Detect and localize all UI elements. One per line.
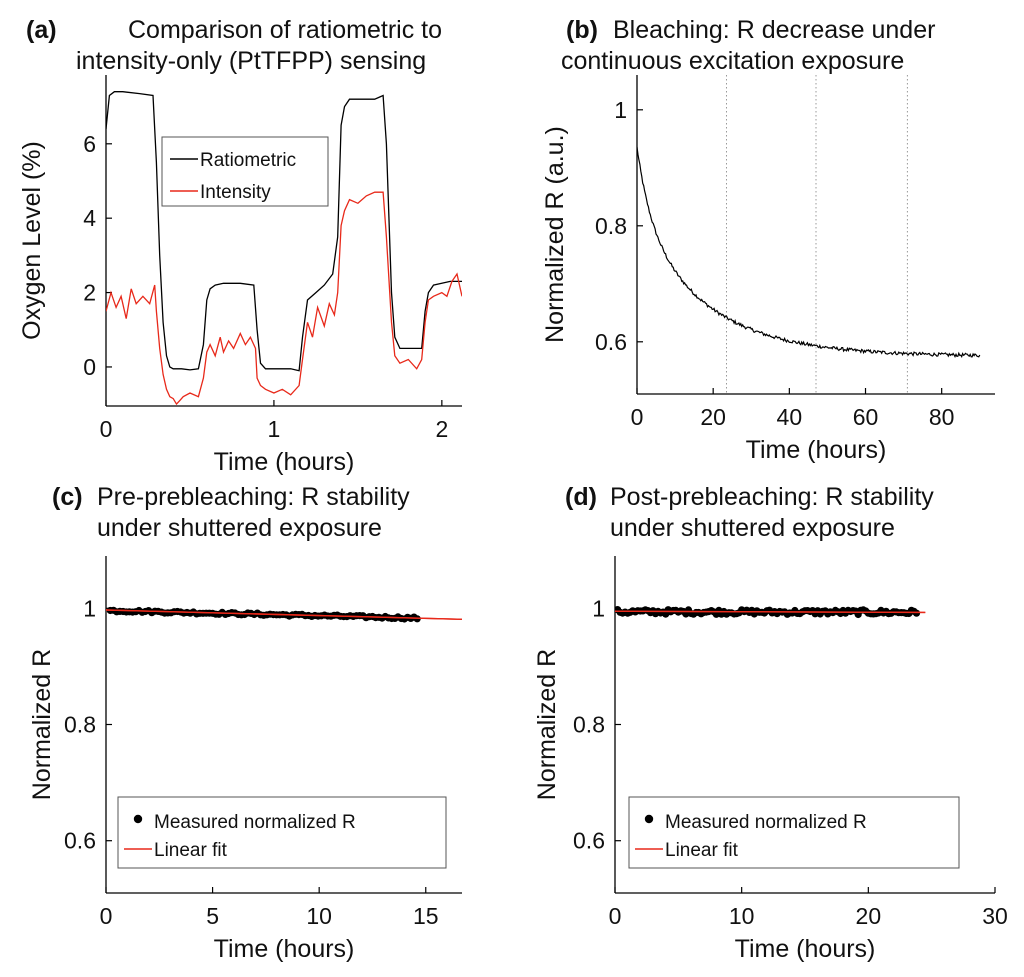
x-axis-label: Time (hours)	[214, 448, 355, 476]
y-tick-label: 0.8	[595, 213, 627, 239]
y-tick-label: 0.8	[64, 712, 96, 738]
x-tick-label: 0	[100, 416, 113, 442]
legend-marker	[644, 814, 654, 824]
y-axis-label: Normalized R	[28, 649, 56, 800]
x-tick-label: 10	[306, 903, 332, 929]
y-tick-label: 6	[83, 131, 96, 157]
y-axis-label: Normalized R (a.u.)	[541, 126, 569, 343]
plot-area	[615, 606, 926, 619]
chart-title-line-1: Post-prebleaching: R stability	[610, 483, 934, 511]
legend-label: Linear fit	[665, 840, 739, 861]
y-tick-label: 0	[83, 354, 96, 380]
x-axis-label: Time (hours)	[746, 436, 887, 464]
plot-area	[106, 606, 462, 623]
panel-label: (b)	[566, 16, 598, 44]
y-tick-label: 0.6	[573, 828, 605, 854]
x-tick-label: 10	[729, 903, 755, 929]
chart-title-line-2: under shuttered exposure	[610, 514, 895, 542]
legend: Ratiometric Intensity	[161, 136, 329, 207]
legend-box	[161, 136, 329, 207]
x-tick-label: 0	[609, 903, 622, 929]
y-tick-label: 0.6	[595, 329, 627, 355]
x-tick-label: 80	[929, 404, 955, 430]
x-tick-label: 1	[268, 416, 281, 442]
chart-title-line-2: under shuttered exposure	[97, 514, 382, 542]
data-point	[912, 609, 921, 617]
y-tick-label: 1	[614, 97, 627, 123]
x-tick-label: 0	[631, 404, 644, 430]
y-tick-label: 0.6	[64, 828, 96, 854]
legend: Measured normalized R Linear fit	[117, 796, 447, 869]
chart-title-line-1: Bleaching: R decrease under	[613, 16, 935, 44]
legend-label: Ratiometric	[200, 150, 296, 171]
legend-label: Measured normalized R	[154, 812, 356, 833]
x-tick-label: 30	[982, 903, 1008, 929]
y-tick-label: 2	[83, 280, 96, 306]
y-tick-label: 1	[83, 595, 96, 621]
legend: Measured normalized R Linear fit	[628, 796, 960, 869]
series-line-normalized-r	[637, 146, 981, 358]
y-tick-label: 1	[592, 595, 605, 621]
series-line-linear-fit-overlay	[615, 610, 926, 614]
panel-label: (c)	[52, 483, 83, 511]
legend-marker	[133, 814, 143, 824]
x-axis-label: Time (hours)	[214, 935, 355, 963]
chart-title-line-2: intensity-only (PtTFPP) sensing	[76, 47, 426, 75]
series-line-linear-fit-overlay	[106, 609, 462, 620]
x-tick-label: 2	[435, 416, 448, 442]
x-tick-label: 20	[856, 903, 882, 929]
chart-title-line-1: Pre-prebleaching: R stability	[97, 483, 410, 511]
legend-box	[628, 796, 960, 869]
x-tick-label: 5	[206, 903, 219, 929]
plot-area	[106, 91, 462, 406]
legend-label: Linear fit	[154, 840, 228, 861]
panel-d: (d) Post-prebleaching: R stability under s…	[533, 483, 1008, 963]
y-tick-label: 0.8	[573, 712, 605, 738]
y-tick-label: 4	[83, 205, 96, 231]
y-axis-label: Oxygen Level (%)	[18, 141, 46, 340]
legend-label: Measured normalized R	[665, 812, 867, 833]
series-line-ratiometric	[106, 91, 462, 372]
x-tick-label: 0	[100, 903, 113, 929]
y-axis-label: Normalized R	[533, 649, 561, 800]
chart-title-line-2: continuous excitation exposure	[561, 47, 904, 75]
panel-label: (d)	[565, 483, 597, 511]
panel-a: (a) Comparison of ratiometric to intensity…	[18, 16, 462, 476]
x-tick-label: 40	[777, 404, 803, 430]
x-tick-label: 15	[413, 903, 439, 929]
legend-label: Intensity	[200, 182, 271, 203]
panel-b: (b) Bleaching: R decrease under continuous…	[541, 16, 995, 464]
series-line-intensity	[106, 191, 462, 406]
x-tick-label: 60	[853, 404, 879, 430]
x-tick-label: 20	[700, 404, 726, 430]
legend-box	[117, 796, 447, 869]
panel-label: (a)	[26, 16, 57, 44]
x-axis-label: Time (hours)	[735, 935, 876, 963]
chart-title-line-1: Comparison of ratiometric to	[128, 16, 442, 44]
panel-c: (c) Pre-prebleaching: R stability under sh…	[28, 483, 462, 963]
plot-area	[637, 75, 981, 394]
